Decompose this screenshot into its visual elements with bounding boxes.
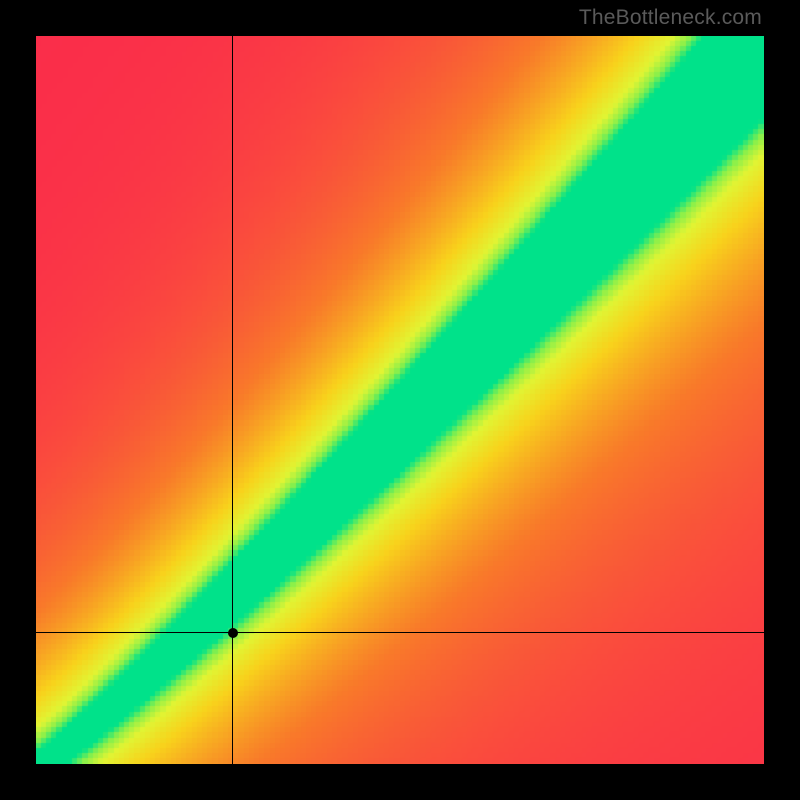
crosshair-vertical (232, 36, 233, 764)
crosshair-marker (228, 628, 238, 638)
watermark-text: TheBottleneck.com (579, 6, 762, 30)
heatmap-canvas (36, 36, 764, 764)
heatmap-plot (36, 36, 764, 764)
crosshair-horizontal (36, 632, 764, 633)
